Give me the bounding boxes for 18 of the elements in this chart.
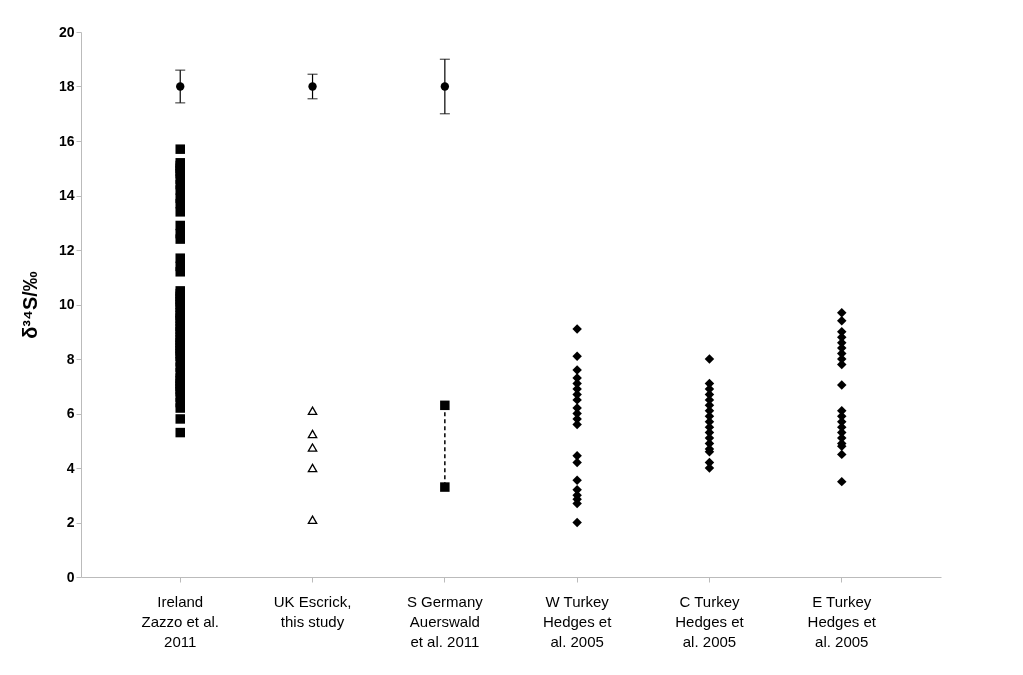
y-tick-label: 2 [66, 514, 75, 530]
y-tick-label: 14 [58, 187, 75, 203]
x-tick-label: E Turkey Hedges et al. 2005 [807, 592, 877, 650]
x-tick-label: W Turkey Hedges et al. 2005 [542, 592, 613, 650]
y-tick-label: 18 [58, 78, 75, 94]
y-tick-label: 0 [66, 568, 75, 585]
y-tick-label: 4 [66, 459, 75, 476]
y-tick-label: 8 [66, 350, 75, 367]
x-tick-label: S Germany Auerswald et al. 2011 [406, 592, 484, 650]
y-tick-label: 12 [58, 241, 75, 258]
y-tick-label: 16 [58, 132, 75, 149]
y-tick-label: 10 [58, 296, 75, 312]
x-tick-label: Ireland Zazzo et al. 2011 [141, 592, 219, 650]
y-tick-label: 20 [58, 23, 75, 40]
y-tick-label: 6 [66, 405, 75, 421]
x-tick-label: UK Escrick, this study [273, 592, 352, 630]
y-axis-title: δ³⁴S/‰ [18, 271, 41, 339]
x-tick-label: C Turkey Hedges et al. 2005 [675, 592, 745, 650]
